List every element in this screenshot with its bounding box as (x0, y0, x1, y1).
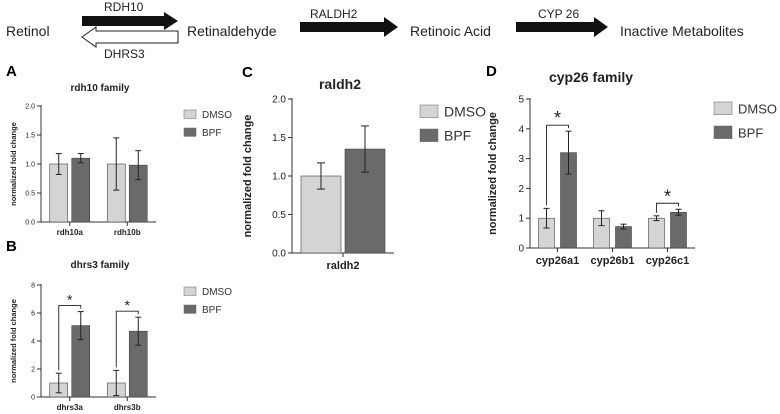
significance-star: * (664, 186, 671, 206)
y-axis-label: normalized fold change (242, 115, 254, 238)
y-tick-label: 6 (31, 310, 35, 317)
y-tick-label: 0 (518, 244, 524, 255)
panel-letter-c: C (242, 64, 253, 81)
chart-panel-c: raldh2 normalized fold change 0.0 0.5 1.0 1.5… (242, 76, 486, 272)
significance-star: * (67, 292, 73, 308)
y-axis-label: normalized fold change (9, 299, 18, 383)
chart-panel-a: rdh10 family normalized fold change 0.0 0.5… (9, 83, 232, 237)
chart-title: raldh2 (319, 76, 361, 92)
panel-letter-a: A (6, 63, 17, 80)
y-tick-label: 2 (31, 366, 35, 373)
significance-star: * (554, 108, 561, 128)
y-tick-label: 2 (518, 184, 524, 195)
legend-label-dmso: DMSO (444, 104, 486, 120)
y-tick-label: 1 (518, 214, 524, 225)
significance-bracket (115, 310, 139, 368)
y-tick-label: 1.0 (25, 161, 35, 168)
forward-arrow-rdh10 (82, 12, 178, 30)
bar-dmso (648, 217, 665, 249)
enzyme-dhrs3-label: DHRS3 (104, 47, 145, 61)
legend-label-bpf: BPF (444, 128, 471, 144)
significance-bracket (546, 124, 569, 206)
y-tick-label: 2.0 (272, 95, 286, 106)
y-axis-label: normalized fold change (9, 122, 18, 206)
reverse-arrow-dhrs3 (81, 26, 179, 48)
legend-swatch-bpf (419, 128, 439, 142)
legend-label-bpf: BPF (202, 128, 221, 139)
legend-swatch-bpf (183, 304, 197, 314)
legend-swatch-bpf (183, 127, 197, 137)
bar-bpf (344, 148, 386, 254)
chart-title: dhrs3 family (71, 260, 130, 271)
pathway-step-inactive-metabolites: Inactive Metabolites (620, 23, 744, 39)
enzyme-rdh10-label: RDH10 (104, 0, 144, 14)
pathway-diagram: Retinol RDH10 DHRS3 Retinaldehyde RALDH2… (6, 0, 744, 61)
y-tick-label: 4 (518, 124, 524, 135)
legend-swatch-dmso (183, 286, 197, 296)
y-tick-label: 1.5 (272, 133, 286, 144)
y-tick-label: 1.5 (25, 132, 35, 139)
forward-arrow-cyp26 (516, 17, 608, 37)
legend-swatch-dmso (419, 104, 439, 118)
panel-letter-d: D (486, 63, 497, 80)
y-tick-label: 3 (518, 154, 524, 165)
y-tick-label: 0.0 (25, 219, 35, 226)
y-tick-label: 0.5 (25, 190, 35, 197)
bar-bpf (615, 226, 632, 249)
significance-bracket (58, 305, 82, 371)
y-tick-label: 0 (31, 394, 35, 401)
legend-label-bpf: BPF (738, 126, 763, 141)
category-label: cyp26a1 (536, 255, 579, 267)
category-label: rdh10a (57, 228, 84, 237)
forward-arrow-raldh2 (300, 17, 398, 37)
significance-star: * (125, 297, 131, 313)
legend-label-dmso: DMSO (738, 102, 777, 117)
legend-swatch-bpf (713, 125, 733, 139)
significance-bracket (656, 202, 679, 213)
pathway-step-retinoic-acid: Retinoic Acid (410, 23, 491, 39)
category-label: cyp26b1 (590, 255, 634, 267)
y-tick-label: 2.0 (25, 103, 35, 110)
chart-panel-b: dhrs3 family normalized fold change 0 2 4 6 8 d… (9, 260, 232, 412)
y-tick-label: 0.0 (272, 249, 286, 260)
legend-label-bpf: BPF (202, 305, 221, 316)
chart-panel-d: cyp26 family normalized fold change 0 1 2 3 4 5… (487, 69, 777, 267)
category-label: raldh2 (326, 260, 359, 272)
y-tick-label: 5 (518, 95, 524, 106)
pathway-step-retinol: Retinol (6, 23, 50, 39)
chart-title: cyp26 family (549, 69, 633, 85)
category-label: cyp26c1 (646, 255, 689, 267)
category-label: dhrs3a (57, 403, 84, 412)
y-axis-label: normalized fold change (487, 112, 499, 235)
pathway-step-retinaldehyde: Retinaldehyde (187, 23, 277, 39)
chart-title: rdh10 family (71, 83, 130, 94)
y-tick-label: 0.5 (272, 210, 286, 221)
legend-swatch-dmso (713, 101, 733, 115)
enzyme-cyp26-label: CYP 26 (538, 7, 579, 21)
charts-layer: rdh10 family normalized fold change 0.0 0.5… (9, 69, 777, 412)
bar-bpf (670, 211, 687, 249)
y-tick-label: 8 (31, 282, 35, 289)
y-tick-label: 4 (31, 338, 35, 345)
y-tick-label: 1.0 (272, 172, 286, 183)
legend-label-dmso: DMSO (202, 110, 232, 121)
category-label: rdh10b (114, 228, 141, 237)
legend-swatch-dmso (183, 109, 197, 119)
panel-letter-b: B (6, 238, 17, 255)
bar-bpf (71, 157, 91, 223)
enzyme-raldh2-label: RALDH2 (310, 7, 358, 21)
category-label: dhrs3b (114, 403, 141, 412)
legend-label-dmso: DMSO (202, 287, 232, 298)
